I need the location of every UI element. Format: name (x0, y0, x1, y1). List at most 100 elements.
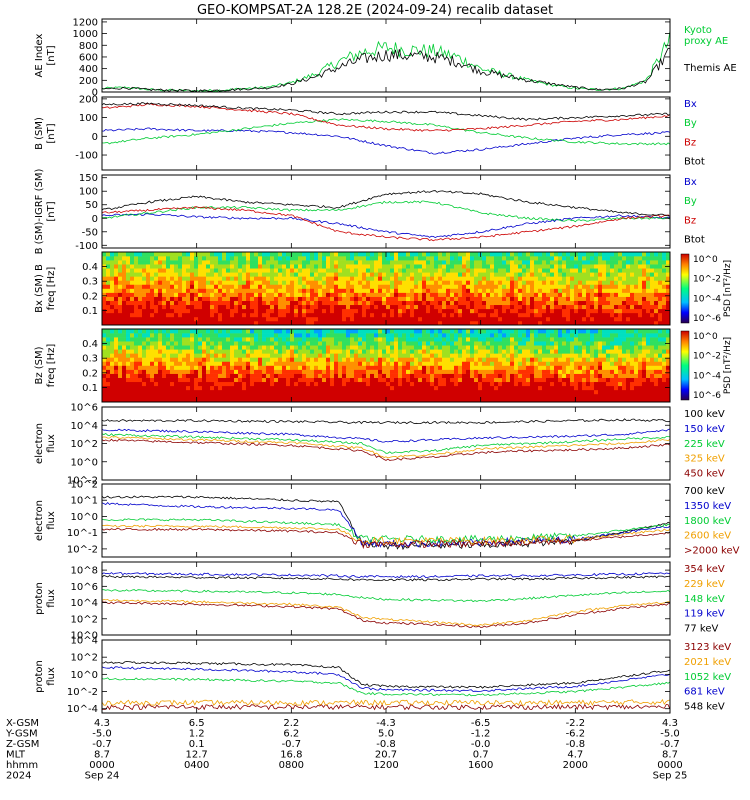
spectrogram-cell (330, 361, 335, 366)
spectrogram-cell (122, 296, 127, 301)
spectrogram-cell (302, 308, 307, 314)
spectrogram-cell (190, 304, 195, 310)
spectrogram-cell (402, 369, 407, 374)
spectrogram-cell (486, 369, 491, 374)
spectrogram-cell (434, 268, 439, 273)
spectrogram-cell (206, 256, 211, 261)
spectrogram-cell (170, 280, 175, 285)
spectrogram-cell (166, 300, 171, 306)
spectrogram-cell (306, 320, 311, 326)
spectrogram-cell (226, 337, 231, 342)
spectrogram-cell (126, 333, 131, 338)
spectrogram-cell (318, 393, 323, 399)
spectrogram-cell (550, 393, 555, 399)
spectrogram-cell (614, 260, 619, 265)
spectrogram-cell (142, 373, 147, 378)
spectrogram-cell (422, 341, 427, 346)
spectrogram-cell (118, 393, 123, 399)
spectrogram-cell (446, 256, 451, 261)
spectrogram-cell (366, 341, 371, 346)
spectrogram-cell (450, 292, 455, 297)
spectrogram-cell (350, 373, 355, 378)
spectrogram-cell (266, 385, 271, 391)
spectrogram-cell (526, 280, 531, 285)
spectrogram-cell (134, 284, 139, 289)
spectrogram-cell (294, 296, 299, 301)
spectrogram-cell (550, 320, 555, 326)
spectrogram-cell (426, 252, 431, 257)
spectrogram-cell (178, 345, 183, 350)
spectrogram-cell (306, 312, 311, 318)
spectrogram-cell (170, 345, 175, 350)
spectrogram-cell (426, 345, 431, 350)
spectrogram-cell (566, 260, 571, 265)
spectrogram-cell (366, 320, 371, 326)
spectrogram-cell (430, 381, 435, 387)
spectrogram-cell (450, 316, 455, 322)
spectrogram-cell (498, 308, 503, 314)
spectrogram-cell (594, 345, 599, 350)
spectrogram-cell (210, 345, 215, 350)
spectrogram-cell (518, 320, 523, 326)
spectrogram-cell (366, 349, 371, 354)
spectrogram-cell (442, 292, 447, 297)
spectrogram-cell (322, 308, 327, 314)
spectrogram-cell (350, 268, 355, 273)
spectrogram-cell (474, 276, 479, 281)
spectrogram-cell (306, 308, 311, 314)
spectrogram-cell (542, 284, 547, 289)
spectrogram-cell (526, 397, 531, 403)
spectrogram-cell (498, 333, 503, 338)
spectrogram-cell (534, 252, 539, 257)
spectrogram-cell (198, 304, 203, 310)
spectrogram-cell (286, 292, 291, 297)
spectrogram-cell (518, 268, 523, 273)
spectrogram-cell (566, 397, 571, 403)
spectrogram-cell (338, 272, 343, 277)
spectrogram-cell (634, 308, 639, 314)
spectrogram-cell (126, 361, 131, 366)
spectrogram-cell (262, 369, 267, 374)
spectrogram-cell (590, 300, 595, 306)
spectrogram-cell (166, 256, 171, 261)
spectrogram-cell (398, 333, 403, 338)
spectrogram-cell (522, 353, 527, 358)
spectrogram-cell (306, 361, 311, 366)
spectrogram-cell (226, 345, 231, 350)
spectrogram-cell (138, 296, 143, 301)
spectrogram-cell (222, 369, 227, 374)
spectrogram-cell (206, 357, 211, 362)
spectrogram-cell (454, 381, 459, 387)
spectrogram-cell (122, 345, 127, 350)
spectrogram-cell (362, 333, 367, 338)
spectrogram-cell (498, 276, 503, 281)
spectrogram-cell (510, 296, 515, 301)
spectrogram-cell (294, 341, 299, 346)
spectrogram-cell (566, 381, 571, 387)
spectrogram-cell (446, 260, 451, 265)
spectrogram-cell (406, 300, 411, 306)
spectrogram-cell (490, 288, 495, 293)
spectrogram-cell (650, 288, 655, 293)
spectrogram-cell (506, 308, 511, 314)
spectrogram-cell (330, 288, 335, 293)
spectrogram-cell (498, 264, 503, 269)
spectrogram-cell (322, 377, 327, 383)
spectrogram-cell (502, 337, 507, 342)
spectrogram-cell (302, 252, 307, 257)
spectrogram-cell (438, 296, 443, 301)
spectrogram-cell (186, 276, 191, 281)
spectrogram-cell (386, 252, 391, 257)
spectrogram-cell (630, 304, 635, 310)
spectrogram-cell (602, 312, 607, 318)
spectrogram-cell (570, 385, 575, 391)
spectrogram-cell (530, 337, 535, 342)
spectrogram-cell (290, 304, 295, 310)
spectrogram-cell (502, 272, 507, 277)
spectrogram-cell (138, 373, 143, 378)
spectrogram-cell (266, 252, 271, 257)
spectrogram-cell (458, 397, 463, 403)
spectrogram-cell (266, 320, 271, 326)
spectrogram-cell (102, 381, 107, 387)
legend-label: By (684, 118, 697, 129)
